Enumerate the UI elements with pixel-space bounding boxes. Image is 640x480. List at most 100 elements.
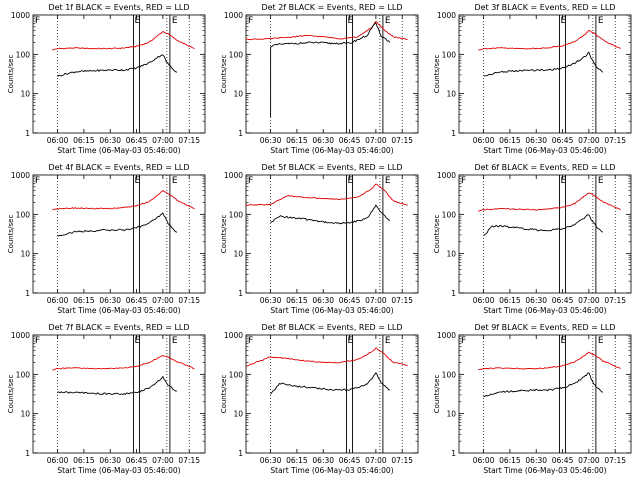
plot-frame <box>32 174 206 294</box>
panel-title: Det 1f BLACK = Events, RED = LLD <box>48 3 189 12</box>
lld-series-line <box>246 347 408 367</box>
events-series-line <box>57 212 178 237</box>
plot-frame <box>245 14 419 134</box>
y-tick-label: 1000 <box>224 331 243 340</box>
x-tick-label: 06:45 <box>552 456 574 465</box>
y-tick-label: 1 <box>451 289 456 298</box>
marker-label: F <box>35 336 40 346</box>
y-tick-label: 1000 <box>11 11 30 20</box>
x-tick-label: 06:15 <box>286 296 308 305</box>
plot-frame <box>458 174 632 294</box>
y-tick-label: 1 <box>238 449 243 458</box>
y-tick-label: 10 <box>446 410 456 419</box>
marker-label: E <box>135 176 141 186</box>
y-tick-label: 10 <box>20 90 30 99</box>
y-tick-label: 10 <box>233 410 243 419</box>
y-tick-label: 10 <box>20 410 30 419</box>
x-tick-label: 07:15 <box>178 456 200 465</box>
marker-label: F <box>248 336 253 346</box>
x-tick-label: 06:45 <box>126 136 148 145</box>
y-axis-label: Counts/sec <box>220 215 228 254</box>
detector-panel-5: Det 5f BLACK = Events, RED = LLD F E E 1 10 10… <box>220 163 419 315</box>
x-tick-label: 06:30 <box>260 296 282 305</box>
detector-panel-4: Det 4f BLACK = Events, RED = LLD F E E 1 10 10… <box>7 163 206 315</box>
x-tick-label: 06:30 <box>525 456 547 465</box>
marker-label: E <box>385 336 391 346</box>
x-tick-label: 07:00 <box>578 456 600 465</box>
y-tick-label: 10 <box>233 250 243 259</box>
y-tick-label: 1 <box>25 449 30 458</box>
y-axis-label: Counts/sec <box>220 55 228 94</box>
x-tick-label: 06:15 <box>73 456 95 465</box>
x-tick-label: 06:15 <box>499 456 521 465</box>
x-tick-label: 06:45 <box>552 296 574 305</box>
x-tick-label: 07:00 <box>152 456 174 465</box>
x-tick-label: 07:00 <box>152 296 174 305</box>
x-tick-label: 07:15 <box>178 296 200 305</box>
y-tick-label: 100 <box>229 50 244 59</box>
lld-series-line <box>245 183 408 206</box>
x-axis-label: Start Time (06-May-03 05:46:00) <box>270 466 393 475</box>
marker-label: E <box>172 16 178 26</box>
lld-series-line <box>478 351 621 371</box>
x-tick-label: 06:30 <box>312 136 334 145</box>
x-axis-label: Start Time (06-May-03 05:46:00) <box>57 306 180 315</box>
x-tick-label: 06:30 <box>99 456 121 465</box>
x-tick-label: 06:30 <box>312 296 334 305</box>
plot-frame <box>458 14 632 134</box>
y-axis-label: Counts/sec <box>433 215 441 254</box>
plot-frame <box>32 334 206 454</box>
marker-label: F <box>461 16 466 26</box>
x-tick-label: 07:15 <box>391 136 413 145</box>
x-tick-label: 06:45 <box>552 136 574 145</box>
x-tick-label: 06:15 <box>73 136 95 145</box>
lld-series-line <box>478 29 621 51</box>
marker-label: F <box>35 16 40 26</box>
events-series-line <box>483 372 604 397</box>
y-tick-label: 1 <box>451 129 456 138</box>
x-tick-label: 06:30 <box>312 456 334 465</box>
x-tick-label: 06:30 <box>260 456 282 465</box>
marker-label: E <box>385 16 391 26</box>
y-tick-label: 1000 <box>437 331 456 340</box>
marker-label: E <box>135 336 141 346</box>
lld-series-line <box>52 31 195 51</box>
y-tick-label: 1000 <box>11 331 30 340</box>
x-tick-label: 06:30 <box>260 136 282 145</box>
events-series-line <box>270 204 391 225</box>
x-tick-label: 07:15 <box>604 136 626 145</box>
y-tick-label: 1000 <box>437 11 456 20</box>
y-tick-label: 1 <box>238 129 243 138</box>
y-tick-label: 10 <box>446 90 456 99</box>
marker-label: E <box>598 16 604 26</box>
lld-series-line <box>245 20 408 41</box>
x-tick-label: 07:00 <box>578 296 600 305</box>
x-axis-label: Start Time (06-May-03 05:46:00) <box>270 306 393 315</box>
x-tick-label: 07:00 <box>365 136 387 145</box>
y-tick-label: 1000 <box>224 171 243 180</box>
x-tick-label: 06:00 <box>473 456 495 465</box>
y-tick-label: 10 <box>20 250 30 259</box>
x-tick-label: 06:15 <box>286 456 308 465</box>
marker-label: E <box>598 336 604 346</box>
x-tick-label: 06:15 <box>286 136 308 145</box>
panel-title: Det 4f BLACK = Events, RED = LLD <box>48 163 189 172</box>
detector-panel-9: Det 9f BLACK = Events, RED = LLD F E E 1 10 10… <box>433 323 632 475</box>
x-tick-label: 06:30 <box>525 296 547 305</box>
y-tick-label: 1 <box>25 129 30 138</box>
detector-panel-1: Det 1f BLACK = Events, RED = LLD F E E 1 10 10… <box>7 3 206 155</box>
y-tick-label: 100 <box>442 210 457 219</box>
y-tick-label: 10 <box>446 250 456 259</box>
y-tick-label: 1 <box>25 289 30 298</box>
marker-label: F <box>248 176 253 186</box>
x-tick-label: 07:00 <box>152 136 174 145</box>
lld-series-line <box>478 192 621 212</box>
lld-series-line <box>52 190 195 211</box>
x-tick-label: 06:00 <box>47 136 69 145</box>
plot-frame <box>245 334 419 454</box>
panel-title: Det 2f BLACK = Events, RED = LLD <box>261 3 402 12</box>
y-tick-label: 100 <box>16 50 31 59</box>
y-axis-label: Counts/sec <box>433 375 441 414</box>
y-axis-label: Counts/sec <box>7 55 15 94</box>
